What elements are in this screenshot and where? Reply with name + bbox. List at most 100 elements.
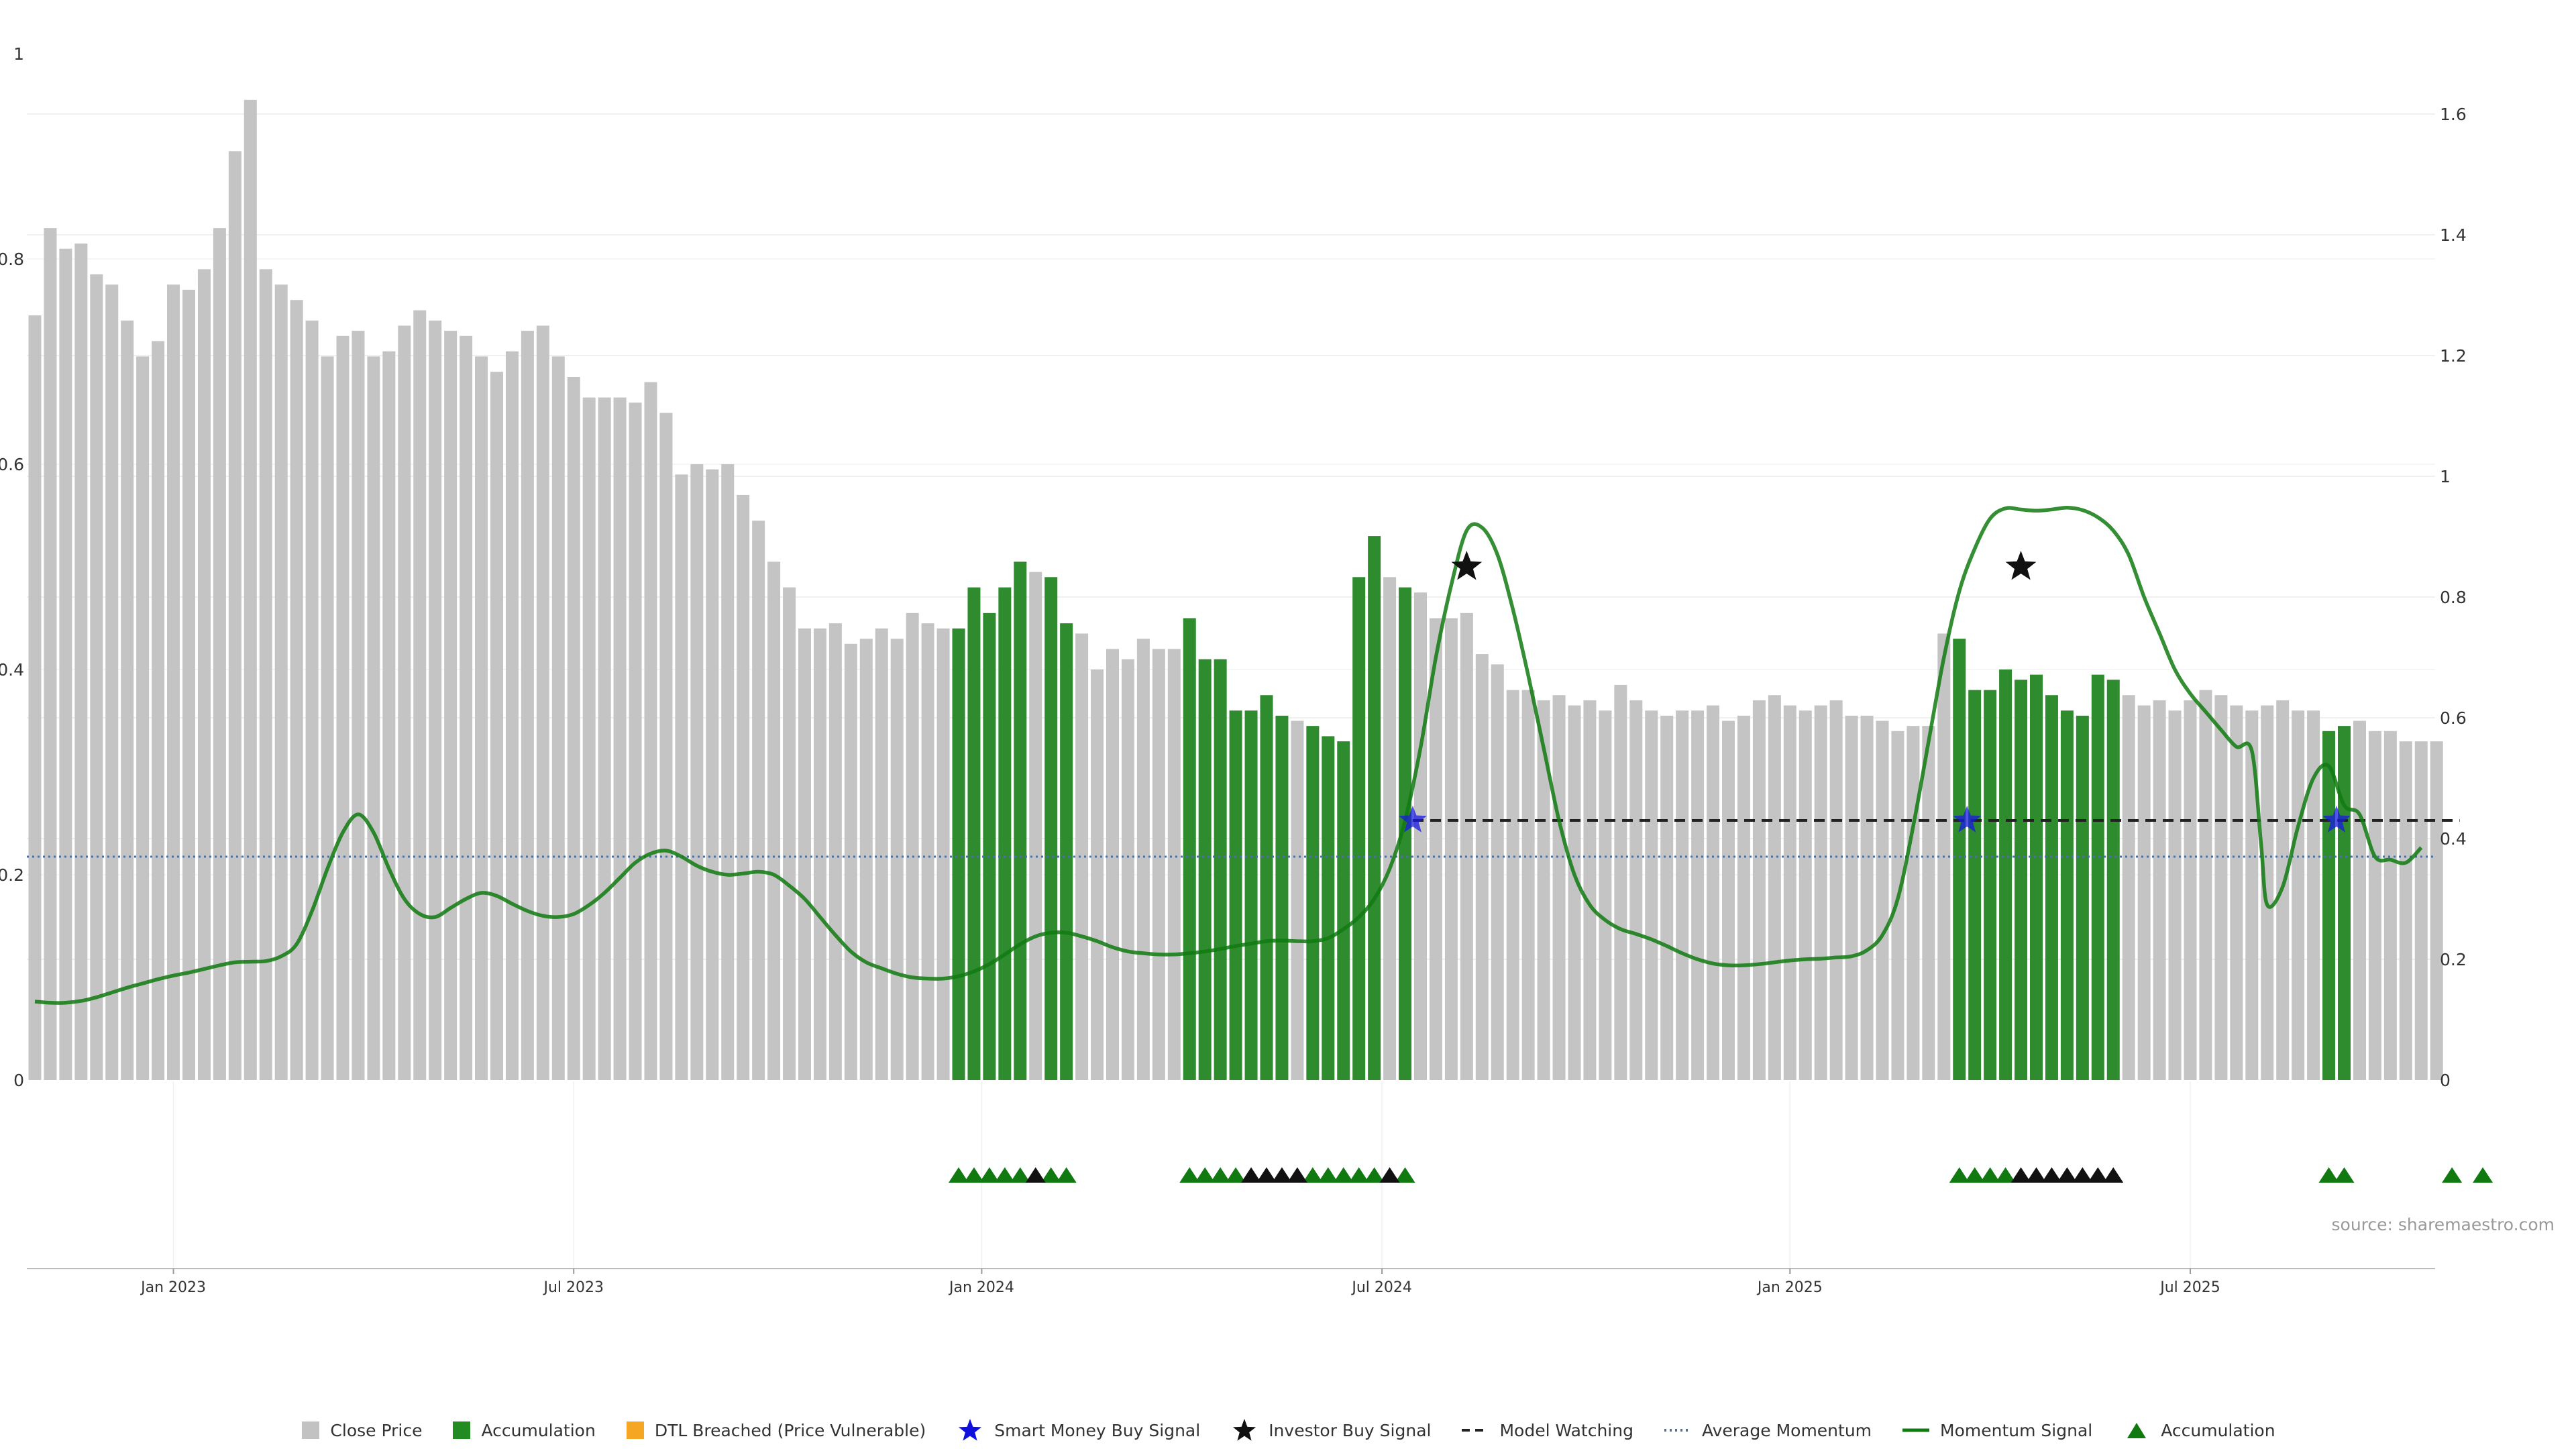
close-price-bar (737, 494, 750, 1080)
close-price-bar (2399, 741, 2412, 1080)
close-price-bar (859, 639, 873, 1080)
close-price-bar (105, 284, 119, 1080)
close-price-bar (1383, 577, 1397, 1080)
accumulation-marker-dark (2057, 1167, 2078, 1183)
accumulation-bar (2076, 715, 2089, 1080)
momentum-signal-line (34, 506, 2423, 1005)
right-tick-label: 0.2 (2440, 950, 2467, 969)
right-tick-label: 1 (2440, 467, 2451, 486)
legend-item: Accumulation (2122, 1419, 2275, 1442)
close-price-bar (1106, 649, 1119, 1080)
accumulation-marker (994, 1167, 1015, 1183)
x-tick-label: Jul 2024 (1350, 1279, 1412, 1296)
accumulation-bar (1198, 659, 1212, 1080)
legend-swatch-icon (1233, 1419, 1256, 1441)
accumulation-bar (1968, 690, 1982, 1080)
close-price-bar (1722, 720, 1735, 1080)
close-price-bar (629, 402, 642, 1080)
close-price-bar (767, 561, 781, 1080)
legend-swatch-icon (453, 1421, 471, 1439)
close-price-bar (813, 628, 826, 1080)
close-price-bar (1752, 700, 1766, 1080)
close-price-bar (152, 341, 165, 1080)
close-price-bar (2230, 705, 2243, 1080)
close-price-bar (752, 521, 765, 1080)
accumulation-marker (1010, 1167, 1030, 1183)
left-tick-label: 0.4 (0, 660, 24, 680)
close-price-bar (1075, 633, 1089, 1080)
close-price-bar (321, 356, 334, 1080)
legend-label: Momentum Signal (1940, 1420, 2093, 1440)
close-price-bar (1091, 669, 1104, 1080)
close-price-bar (521, 331, 534, 1081)
accumulation-bar (1044, 577, 1058, 1080)
accumulation-bar (1368, 536, 1381, 1080)
close-price-bar (167, 284, 180, 1080)
close-price-bar (352, 331, 365, 1081)
accumulation-bar (1322, 736, 1335, 1080)
close-price-bar (1783, 705, 1796, 1080)
legend-label: Close Price (330, 1420, 423, 1440)
close-price-bar (1291, 720, 1304, 1080)
close-price-bar (1029, 572, 1042, 1080)
accumulation-bar (1014, 561, 1027, 1080)
close-price-bar (1599, 710, 1612, 1080)
close-price-bar (74, 244, 88, 1080)
close-price-bar (1876, 720, 1889, 1080)
legend-item: Accumulation (451, 1419, 596, 1442)
close-price-bar (182, 289, 195, 1080)
close-price-bar (2368, 731, 2381, 1080)
accumulation-bar (2030, 674, 2043, 1080)
accumulation-marker (1333, 1167, 1354, 1183)
close-price-bar (2307, 710, 2320, 1080)
close-price-bar (551, 356, 565, 1080)
close-price-bar (721, 464, 735, 1080)
close-price-bar (1707, 705, 1720, 1080)
close-price-bar (213, 228, 226, 1081)
right-tick-label: 0 (2440, 1071, 2451, 1090)
accumulation-markers (949, 1167, 2493, 1183)
close-price-bar (936, 628, 950, 1080)
close-price-bar (2137, 705, 2151, 1080)
smart-money-buy-star (1953, 806, 1982, 833)
left-tick-label: 0.6 (0, 455, 24, 474)
close-price-bar (413, 310, 427, 1080)
close-price-bar (1691, 710, 1705, 1080)
accumulation-bar (2015, 680, 2028, 1080)
accumulation-marker (1395, 1167, 1415, 1183)
close-price-bar (1552, 695, 1566, 1080)
legend-item: Average Momentum (1663, 1419, 1872, 1442)
smart-money-buy-star (1399, 806, 1427, 833)
accumulation-marker (2318, 1167, 2339, 1183)
accumulation-marker-dark (1379, 1167, 1400, 1183)
close-price-bar (675, 474, 688, 1080)
close-price-bar (1167, 649, 1181, 1080)
legend-label: Smart Money Buy Signal (994, 1420, 1201, 1440)
accumulation-marker-dark (2072, 1167, 2093, 1183)
accumulation-marker (979, 1167, 1000, 1183)
close-price-bar (1629, 700, 1643, 1080)
close-price-bar (367, 356, 380, 1080)
accumulation-bar (1229, 710, 1242, 1080)
legend-label: Accumulation (481, 1420, 596, 1440)
close-price-bar (613, 397, 627, 1080)
legend-label: Accumulation (2161, 1420, 2275, 1440)
accumulation-bar (967, 587, 981, 1080)
close-price-bar (536, 325, 549, 1081)
close-price-bar (582, 397, 596, 1080)
accumulation-bar (2060, 710, 2074, 1080)
accumulation-marker-dark (1256, 1167, 1277, 1183)
close-price-bar (398, 325, 411, 1081)
close-price-bar (2430, 741, 2443, 1080)
close-price-bar (1583, 700, 1597, 1080)
left-tick-label: 0.8 (0, 250, 24, 269)
accumulation-marker (2473, 1167, 2493, 1183)
accumulation-bar (1183, 618, 1196, 1080)
close-price-bar (2199, 690, 2212, 1080)
close-price-bar (1537, 700, 1550, 1080)
close-price-bar (690, 464, 704, 1080)
close-price-bar (2292, 710, 2305, 1080)
accumulation-bar (1337, 741, 1350, 1080)
legend-item: Smart Money Buy Signal (955, 1419, 1200, 1442)
source-label: source: sharemaestro.com (2332, 1215, 2555, 1234)
